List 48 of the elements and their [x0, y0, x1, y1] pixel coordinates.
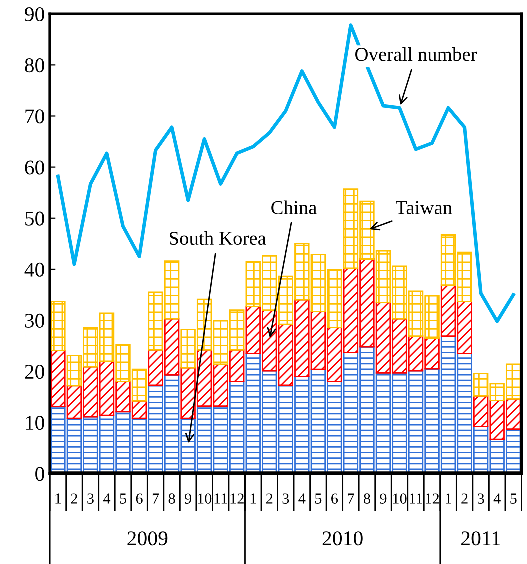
- x-tick-label: 1: [250, 494, 256, 504]
- x-tick-label: 8: [364, 494, 370, 504]
- x-tick-label: 3: [282, 494, 290, 504]
- bar: [50, 300, 66, 352]
- x-tick-label: 5: [510, 494, 517, 504]
- y-tick-label: 50: [26, 212, 44, 226]
- x-tick-label: 12: [426, 494, 440, 504]
- x-tick-label: 9: [380, 494, 387, 504]
- y-tick-label: 70: [26, 110, 44, 124]
- x-tick-label: 7: [348, 494, 354, 504]
- y-tick-label: 30: [25, 314, 44, 328]
- x-tick-label: 9: [184, 494, 192, 504]
- line-series: [56, 24, 516, 324]
- series-label: Taiwan: [396, 201, 452, 214]
- x-tick-label: 10: [198, 494, 212, 504]
- text: 2010: [322, 532, 363, 546]
- text: 2011: [462, 532, 500, 546]
- x-tick-label: 2: [462, 494, 468, 504]
- text: China: [272, 200, 317, 214]
- x-tick-label: 6: [136, 494, 143, 504]
- y-tick-label: 0: [36, 467, 44, 482]
- text: South Korea: [170, 231, 266, 246]
- x-tick-label: 1: [446, 494, 452, 504]
- x-tick-label: 3: [478, 494, 484, 504]
- x-tick-label: 3: [88, 494, 94, 504]
- x-tick-label: 5: [315, 494, 322, 504]
- x-tick-label: 4: [494, 494, 501, 504]
- y-tick-label: 90: [25, 7, 44, 22]
- y-tick-label: 60: [25, 160, 44, 175]
- y-tick-label: 80: [25, 58, 44, 73]
- x-tick-label: 2: [266, 494, 273, 504]
- y-tick-label: 40: [24, 262, 44, 277]
- x-tick-label: 6: [332, 494, 338, 504]
- y-tick-label: 10: [26, 416, 44, 430]
- x-tick-label: 11: [214, 494, 228, 504]
- x-tick-label: 12: [230, 494, 244, 504]
- x-tick-label: 5: [120, 494, 126, 504]
- x-tick-label: 1: [56, 494, 62, 504]
- series-label: Overall number: [356, 48, 478, 62]
- x-tick-label: 7: [152, 494, 160, 504]
- x-tick-label: 8: [168, 494, 176, 504]
- text: 2009: [128, 532, 168, 546]
- x-tick-label: 2: [71, 494, 78, 504]
- x-tick-label: 10: [393, 494, 407, 504]
- x-tick-label: 4: [298, 494, 306, 504]
- y-tick-label: 20: [25, 364, 44, 380]
- x-tick-label: 11: [410, 494, 422, 504]
- x-tick-label: 4: [103, 494, 111, 504]
